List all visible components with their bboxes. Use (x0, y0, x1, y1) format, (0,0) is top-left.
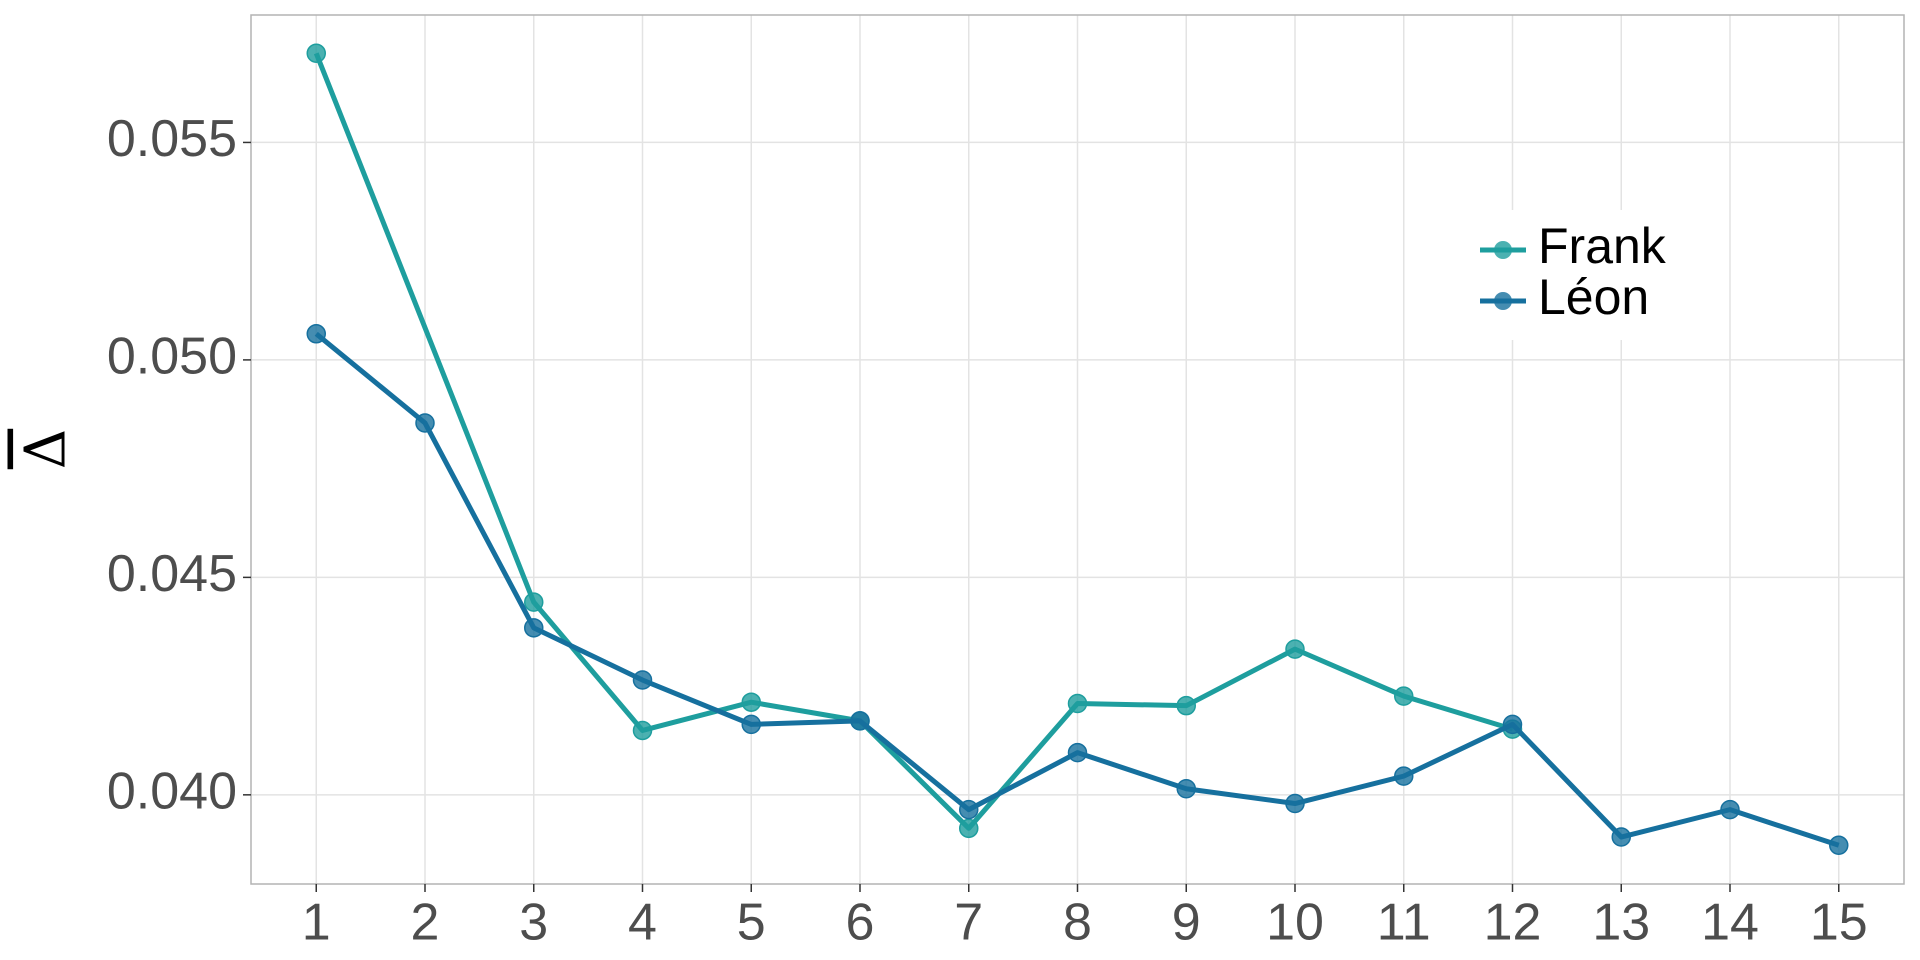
data-point (1394, 686, 1414, 706)
series-line (313, 52, 1514, 831)
x-tick-label: 11 (1377, 894, 1431, 952)
data-point (1176, 778, 1196, 799)
data-point (1720, 799, 1740, 820)
x-tick-label: 2 (411, 894, 440, 952)
data-point (632, 670, 653, 690)
legend-marker (1494, 241, 1512, 259)
grid (251, 15, 1904, 884)
data-point (1611, 827, 1631, 847)
legend-label: Léon (1538, 269, 1649, 325)
data-point (1067, 742, 1088, 763)
legend-background (1470, 210, 1680, 340)
data-point (850, 711, 870, 731)
x-tick-label: 10 (1266, 894, 1324, 952)
x-tick-label: 1 (302, 894, 331, 952)
legend-label: Frank (1538, 218, 1667, 274)
data-point (1176, 695, 1196, 716)
data-point (959, 799, 979, 820)
x-tick-label: 7 (954, 894, 983, 952)
data-point (1285, 639, 1305, 659)
x-tick-label: 5 (737, 894, 766, 952)
x-tick-label: 15 (1810, 894, 1868, 952)
data-point (1067, 693, 1088, 714)
x-tick-label: 12 (1484, 894, 1542, 952)
y-tick-label: 0.040 (107, 763, 237, 821)
x-tick-label: 14 (1701, 894, 1759, 952)
legend-marker (1494, 292, 1512, 310)
data-point (1394, 766, 1414, 786)
x-tick-label: 4 (628, 894, 657, 952)
y-tick-label: 0.045 (107, 545, 237, 603)
data-point (524, 618, 544, 638)
data-point (741, 692, 761, 712)
x-tick-label: 3 (519, 894, 548, 952)
data-point (632, 720, 653, 741)
y-axis-label: Δ (14, 429, 79, 469)
x-tick-label: 6 (846, 894, 875, 952)
data-point (959, 818, 979, 839)
data-point (306, 43, 326, 64)
data-point (306, 324, 326, 344)
x-tick-label: 9 (1172, 894, 1201, 952)
data-point (1285, 793, 1305, 814)
data-point (415, 413, 435, 433)
y-tick-label: 0.050 (107, 328, 237, 386)
y-tick-label: 0.055 (107, 110, 237, 168)
data-point (1829, 835, 1849, 856)
data-point (1502, 714, 1523, 735)
x-tick-label: 8 (1063, 894, 1092, 952)
x-tick-label: 13 (1592, 894, 1650, 952)
data-point (524, 592, 544, 612)
data-point (741, 714, 761, 735)
